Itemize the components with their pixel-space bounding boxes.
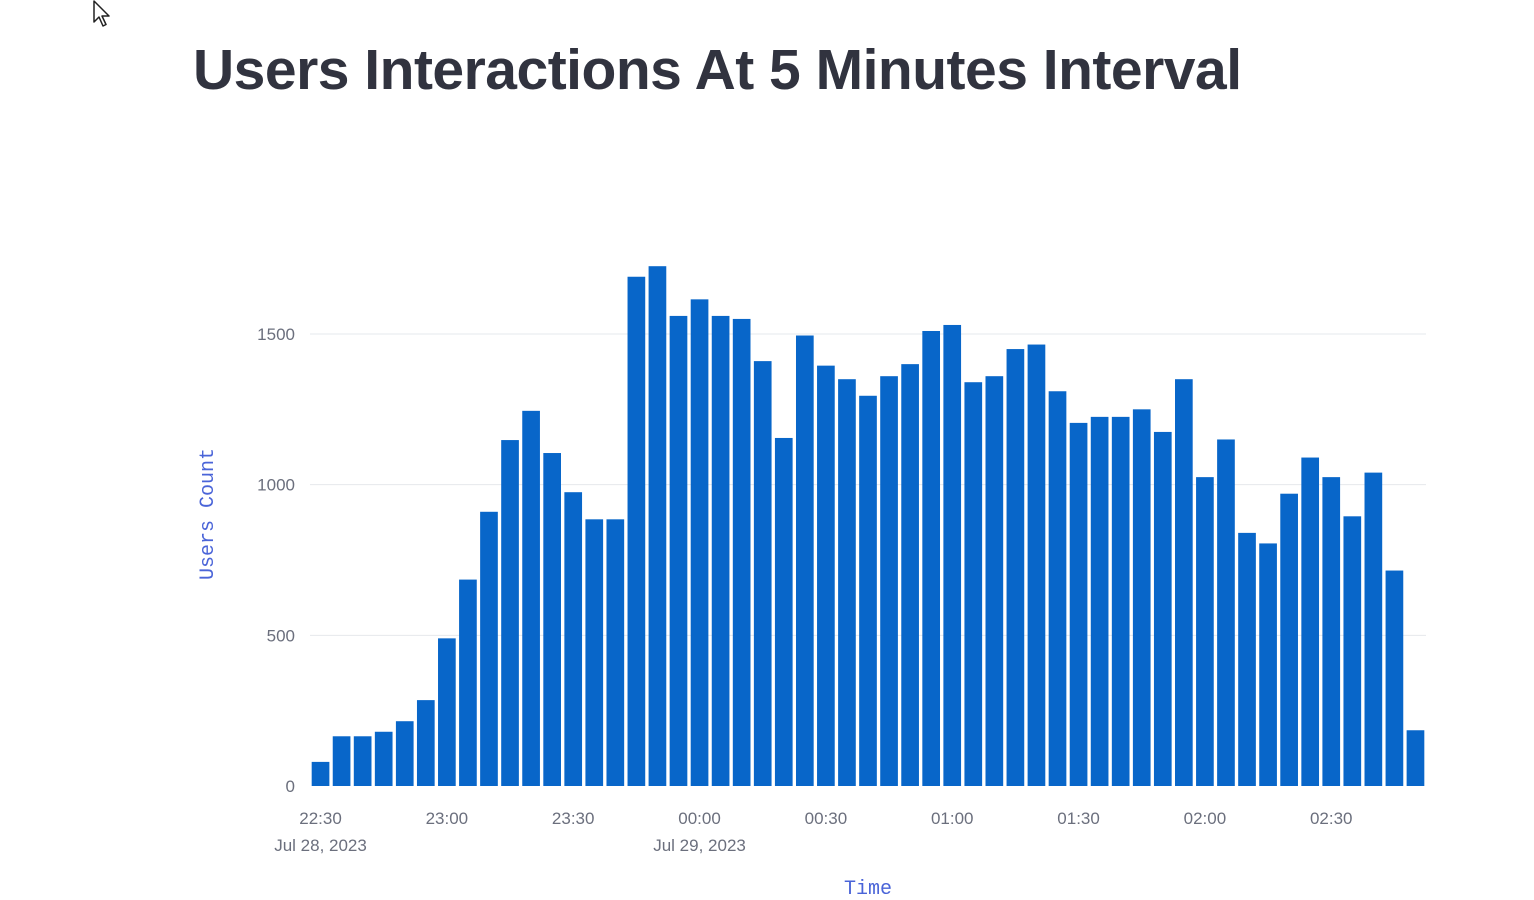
bar: [374, 731, 393, 786]
bar: [922, 330, 941, 786]
bar: [669, 315, 688, 786]
x-tick-label: 01:30: [1057, 809, 1100, 828]
x-tick-label: 00:00: [678, 809, 721, 828]
bar: [606, 519, 625, 786]
y-tick-label: 1000: [257, 476, 295, 495]
bars: [311, 266, 1425, 786]
x-axis-ticks: 22:30 Jul 28, 2023 23:00 23:30 00:00 Jul 29, …: [274, 809, 1352, 855]
bar: [1027, 344, 1046, 786]
bar: [1132, 409, 1151, 786]
x-tick-label: 22:30: [299, 809, 342, 828]
bar: [753, 361, 772, 786]
bar: [690, 299, 709, 786]
bar: [1238, 532, 1256, 786]
bar: [564, 492, 583, 786]
bar: [648, 266, 667, 786]
y-tick-label: 0: [286, 777, 295, 796]
y-tick-label: 500: [267, 626, 295, 645]
x-tick-label: 01:00: [931, 809, 974, 828]
bar: [985, 376, 1004, 786]
bar: [1364, 472, 1383, 786]
bar: [1301, 457, 1320, 786]
x-axis-title: Time: [844, 878, 892, 900]
bar: [585, 519, 604, 786]
bar: [1280, 493, 1298, 786]
bar: [1259, 543, 1277, 786]
bar: [1048, 391, 1067, 786]
bar: [1006, 349, 1025, 786]
bar: [774, 437, 793, 786]
bar: [964, 382, 983, 786]
y-axis-ticks: 0 500 1000 1500: [257, 325, 295, 796]
bar: [1111, 416, 1130, 786]
bar: [438, 638, 456, 786]
bar: [627, 276, 646, 786]
x-tick-date-label: Jul 28, 2023: [274, 836, 367, 855]
bar: [1196, 477, 1214, 786]
bar: [1069, 422, 1088, 786]
bar: [416, 700, 435, 786]
bar: [332, 736, 351, 786]
bar: [543, 453, 561, 786]
page-title: Users Interactions At 5 Minutes Interval: [193, 38, 1242, 102]
bar: [1090, 416, 1109, 786]
x-tick-label: 02:30: [1310, 809, 1353, 828]
bar: [395, 721, 414, 786]
x-tick-label: 02:00: [1184, 809, 1227, 828]
x-tick-label: 23:30: [552, 809, 595, 828]
bar: [1153, 431, 1172, 786]
bar: [859, 395, 877, 786]
bar: [1343, 516, 1362, 786]
bar: [943, 324, 962, 786]
bar: [1406, 730, 1425, 786]
x-tick-label: 23:00: [426, 809, 469, 828]
bar: [732, 318, 751, 786]
x-tick-label: 00:30: [805, 809, 848, 828]
bar: [901, 364, 919, 786]
bar: [795, 335, 814, 786]
bar: [353, 736, 372, 786]
bar: [459, 579, 477, 786]
y-tick-label: 1500: [257, 325, 295, 344]
x-tick-date-label: Jul 29, 2023: [653, 836, 746, 855]
y-axis-title: Users Count: [197, 448, 220, 580]
bar: [880, 376, 898, 786]
mouse-cursor-icon: [93, 0, 110, 27]
bar: [311, 761, 330, 786]
bar: [1217, 439, 1235, 786]
bar: [480, 511, 498, 786]
bar: [817, 365, 835, 786]
bar: [1385, 570, 1404, 786]
bar: [522, 410, 540, 786]
bar: [711, 315, 730, 786]
bar: [1175, 379, 1193, 786]
bar: [1322, 477, 1341, 786]
bar: [501, 440, 519, 786]
bar: [838, 379, 856, 786]
